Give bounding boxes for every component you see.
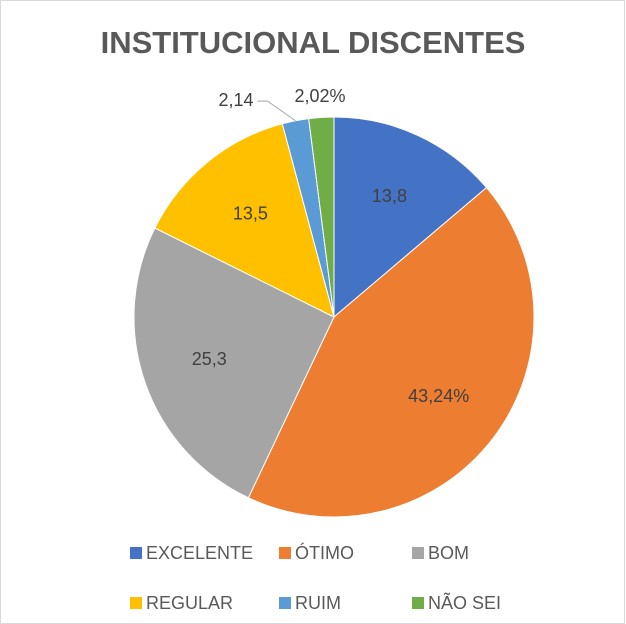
legend-label: REGULAR [146, 593, 233, 613]
pie-slice [133, 227, 335, 499]
legend-label: EXCELENTE [146, 543, 253, 563]
legend-label: NÃO SEI [428, 592, 501, 613]
legend-swatch [412, 597, 424, 609]
pie-slice [308, 116, 335, 318]
leader-line [257, 100, 296, 122]
data-label: 43,24% [408, 386, 469, 406]
data-label: 25,3 [192, 349, 227, 369]
legend-label: BOM [428, 543, 469, 563]
legend-swatch [279, 547, 291, 559]
legend-label: ÓTIMO [295, 542, 354, 563]
legend-swatch [279, 597, 291, 609]
legend-swatch [412, 547, 424, 559]
data-label: 2,14 [219, 90, 254, 110]
pie-slice [333, 116, 488, 319]
pie-slice [154, 123, 335, 318]
legend-swatch [130, 547, 142, 559]
data-label: 13,8 [372, 186, 407, 206]
chart-title: INSTITUCIONAL DISCENTES [101, 25, 526, 60]
legend-label: RUIM [295, 593, 341, 613]
legend-swatch [130, 597, 142, 609]
data-label: 13,5 [233, 204, 268, 224]
pie-slice [247, 186, 535, 518]
data-label: 2,02% [295, 86, 346, 106]
